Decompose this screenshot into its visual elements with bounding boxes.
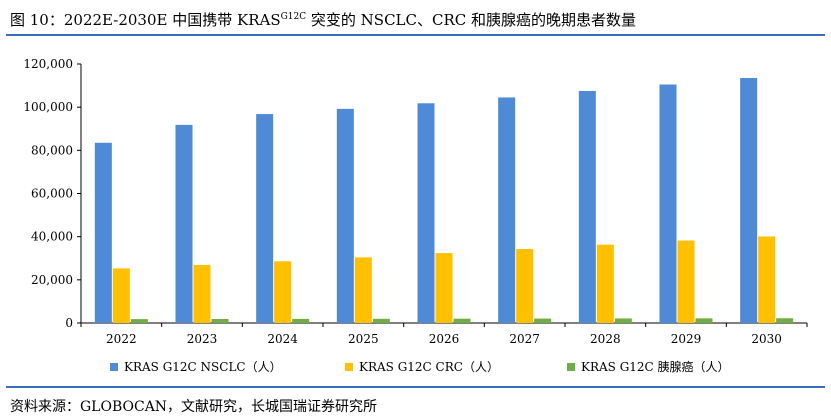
bar-2 [354, 257, 372, 323]
y-tick-label: 120,000 [23, 57, 73, 71]
y-tick-label: 60,000 [31, 187, 73, 201]
legend-swatch [110, 363, 118, 371]
bar-2 [193, 264, 211, 323]
bar-2 [435, 253, 453, 323]
bar-3 [130, 319, 148, 323]
bar-3 [292, 318, 310, 323]
x-tick-label: 2030 [751, 332, 782, 346]
bar-1 [740, 78, 758, 323]
bar-3 [534, 318, 552, 323]
x-tick-label: 2027 [509, 332, 540, 346]
bar-2 [274, 261, 292, 323]
bar-chart: 0 20,000 40,000 60,000 80,000 100,000 120,000 2… [23, 57, 808, 374]
title-prefix: 图 10：2022E-2030E 中国携带 KRAS [10, 11, 281, 29]
bar-1 [175, 124, 193, 324]
legend-label: KRAS G12C CRC（人） [359, 360, 499, 374]
chart-title: 图 10：2022E-2030E 中国携带 KRASG12C 突变的 NSCLC… [10, 9, 636, 30]
x-tick-label: 2029 [671, 332, 702, 346]
bar-1 [256, 114, 274, 323]
bar-1 [94, 142, 112, 323]
legend-label: KRAS G12C 胰腺癌（人） [581, 359, 730, 374]
x-tick-label: 2023 [187, 332, 218, 346]
y-tick-label: 100,000 [23, 100, 73, 114]
title-bar: 图 10：2022E-2030E 中国携带 KRASG12C 突变的 NSCLC… [6, 4, 825, 36]
bar-3 [211, 319, 229, 323]
title-superscript: G12C [280, 12, 307, 22]
bar-2 [516, 248, 534, 323]
bar-2 [596, 244, 614, 323]
legend-swatch [567, 363, 575, 371]
title-suffix: 突变的 NSCLC、CRC 和胰腺癌的晚期患者数量 [306, 11, 637, 29]
y-tick-label: 40,000 [31, 230, 73, 244]
legend-label: KRAS G12C NSCLC（人） [124, 360, 282, 374]
bar-3 [614, 318, 632, 323]
bar-2 [112, 268, 130, 323]
y-tick-label: 80,000 [31, 143, 73, 157]
x-tick-label: 2024 [267, 332, 298, 346]
bar-1 [417, 103, 435, 323]
bar-1 [578, 90, 596, 323]
bar-2 [758, 236, 776, 323]
x-tick-label: 2026 [429, 332, 460, 346]
source-bar: 资料来源：GLOBOCAN，文献研究，长城国瑞证券研究所 [6, 386, 825, 415]
y-tick-label: 20,000 [31, 273, 73, 287]
x-tick-label: 2022 [106, 332, 137, 346]
bar-3 [695, 318, 713, 323]
source-note: 资料来源：GLOBOCAN，文献研究，长城国瑞证券研究所 [10, 399, 378, 415]
bar-3 [372, 318, 390, 323]
bar-3 [776, 318, 794, 323]
x-tick-label: 2028 [590, 332, 621, 346]
y-tick-label: 0 [65, 316, 73, 330]
bar-3 [453, 318, 471, 323]
bar-2 [677, 240, 695, 323]
x-tick-label: 2025 [348, 332, 379, 346]
bar-1 [498, 97, 516, 323]
legend-swatch [345, 363, 353, 371]
bar-1 [659, 84, 677, 323]
bar-1 [336, 108, 354, 323]
